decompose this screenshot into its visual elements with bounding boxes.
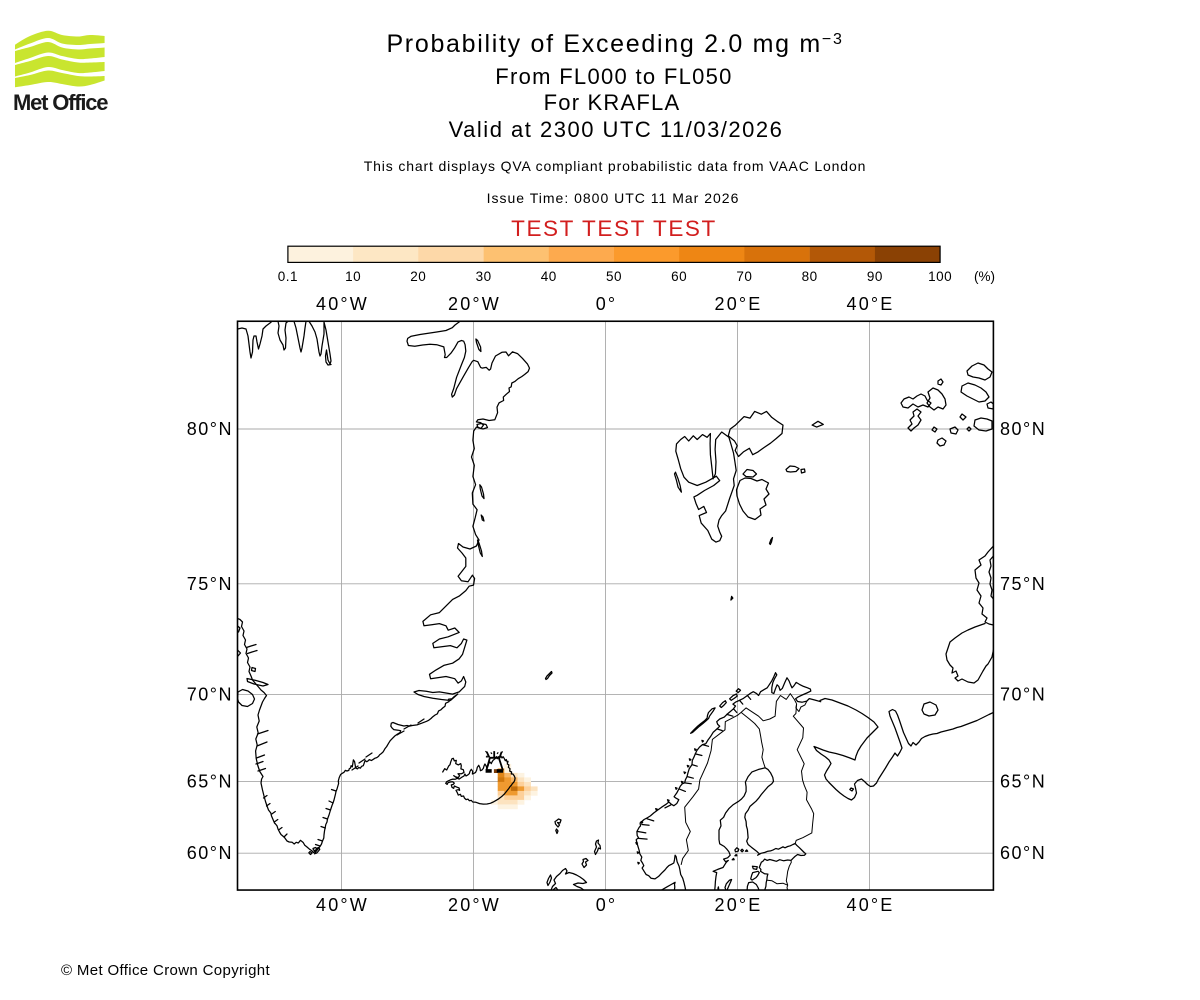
svg-text:20°E: 20°E bbox=[714, 895, 762, 915]
svg-text:10: 10 bbox=[345, 269, 361, 284]
svg-text:60: 60 bbox=[671, 269, 687, 284]
svg-text:80°N: 80°N bbox=[187, 419, 233, 439]
svg-text:80: 80 bbox=[802, 269, 818, 284]
svg-text:70°N: 70°N bbox=[1000, 685, 1046, 705]
svg-text:70°N: 70°N bbox=[187, 685, 233, 705]
svg-text:70: 70 bbox=[736, 269, 752, 284]
svg-text:TEST TEST TEST: TEST TEST TEST bbox=[511, 216, 717, 241]
svg-text:0°: 0° bbox=[596, 895, 618, 915]
svg-text:65°N: 65°N bbox=[1000, 771, 1046, 791]
svg-text:20°W: 20°W bbox=[448, 895, 501, 915]
svg-text:60°N: 60°N bbox=[187, 843, 233, 863]
svg-text:50: 50 bbox=[606, 269, 622, 284]
svg-text:40°W: 40°W bbox=[316, 895, 369, 915]
svg-text:0.1: 0.1 bbox=[278, 269, 298, 284]
svg-text:65°N: 65°N bbox=[187, 771, 233, 791]
svg-text:40: 40 bbox=[541, 269, 557, 284]
svg-text:For KRAFLA: For KRAFLA bbox=[544, 90, 681, 115]
svg-text:Probability of Exceeding 2.0 m: Probability of Exceeding 2.0 mg m−3 bbox=[386, 30, 843, 58]
svg-text:0°: 0° bbox=[596, 294, 618, 314]
svg-text:90: 90 bbox=[867, 269, 883, 284]
svg-text:From FL000 to FL050: From FL000 to FL050 bbox=[495, 64, 732, 89]
svg-text:20: 20 bbox=[410, 269, 426, 284]
svg-text:40°E: 40°E bbox=[846, 294, 894, 314]
svg-text:(%): (%) bbox=[974, 269, 995, 284]
svg-text:100: 100 bbox=[928, 269, 952, 284]
svg-text:60°N: 60°N bbox=[1000, 843, 1046, 863]
svg-text:75°N: 75°N bbox=[1000, 574, 1046, 594]
svg-text:40°W: 40°W bbox=[316, 294, 369, 314]
svg-text:20°W: 20°W bbox=[448, 294, 501, 314]
svg-text:80°N: 80°N bbox=[1000, 419, 1046, 439]
svg-text:40°E: 40°E bbox=[846, 895, 894, 915]
svg-text:© Met Office Crown Copyright: © Met Office Crown Copyright bbox=[61, 962, 270, 979]
svg-text:Valid at 2300 UTC 11/03/2026: Valid at 2300 UTC 11/03/2026 bbox=[449, 117, 784, 142]
svg-text:Met Office: Met Office bbox=[13, 90, 108, 115]
svg-text:20°E: 20°E bbox=[714, 294, 762, 314]
svg-text:30: 30 bbox=[476, 269, 492, 284]
svg-text:Issue Time: 0800 UTC 11 Mar 20: Issue Time: 0800 UTC 11 Mar 2026 bbox=[487, 190, 740, 206]
svg-text:75°N: 75°N bbox=[187, 574, 233, 594]
svg-text:This chart displays QVA compli: This chart displays QVA compliant probab… bbox=[364, 158, 866, 174]
